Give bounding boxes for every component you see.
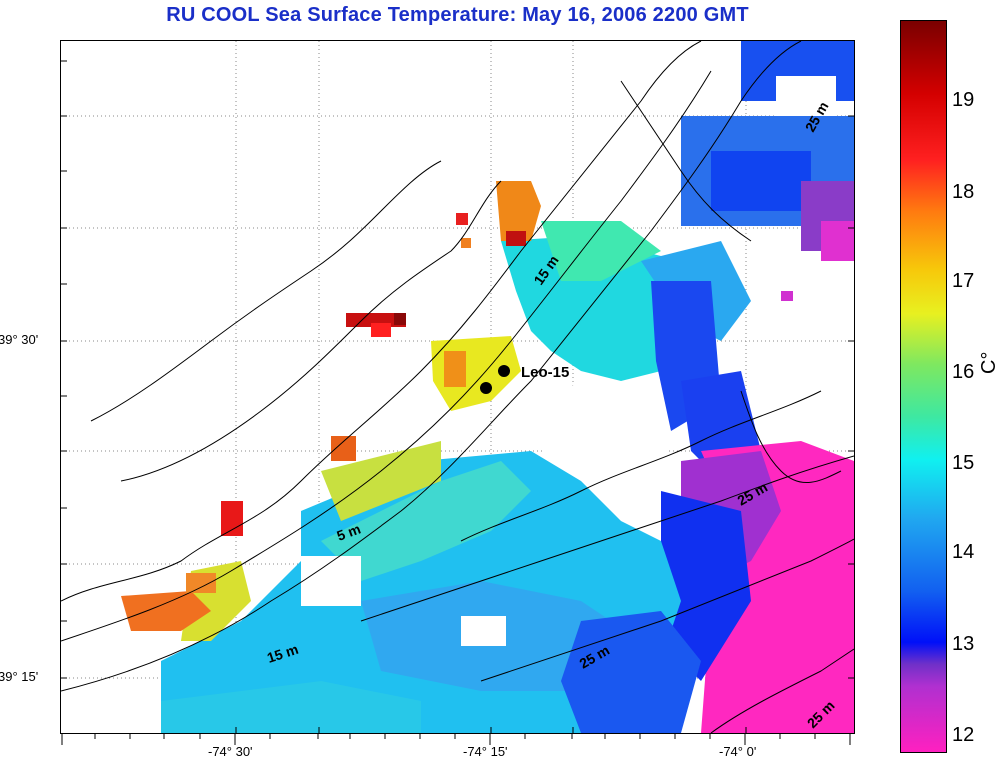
y-tick-label-3930: 39° 30' [0,332,39,347]
map-panel[interactable]: 5 m 15 m 15 m 25 m 25 m 25 m 25 m Leo-15 [60,40,855,734]
station-marker-secondary[interactable] [480,382,492,394]
x-tick-label-7415: -74° 15' [463,744,508,759]
sst-pixels [121,41,854,733]
station-marker-leo15[interactable] [498,365,510,377]
station-label-leo15: Leo-15 [521,364,569,381]
colorbar-tick-14: 14 [952,541,975,563]
bottom-tick-strip [61,733,851,745]
coastline-contours [61,41,854,733]
y-tick-label-3915: 39° 15' [0,669,39,684]
colorbar-tick-12: 12 [952,724,975,746]
map-title: RU COOL Sea Surface Temperature: May 16,… [166,4,749,26]
contour-label-5m: 5 m [335,521,363,544]
colorbar-tick-13: 13 [952,633,975,655]
stations: Leo-15 [480,364,569,394]
axis-ticks [61,60,854,733]
colorbar-tick-17: 17 [952,270,975,292]
colorbar-tick-16: 16 [952,361,975,383]
sst-map: 5 m 15 m 15 m 25 m 25 m 25 m 25 m Leo-15 [61,41,854,733]
colorbar-tick-15: 15 [952,452,975,474]
temperature-colorbar [900,20,947,753]
colorbar-tick-19: 19 [952,89,975,111]
colorbar-unit-label: C° [978,351,1000,374]
x-tick-label-740: -74° 0' [719,744,757,759]
colorbar-tick-18: 18 [952,181,975,203]
x-tick-label-7430: -74° 30' [208,744,253,759]
